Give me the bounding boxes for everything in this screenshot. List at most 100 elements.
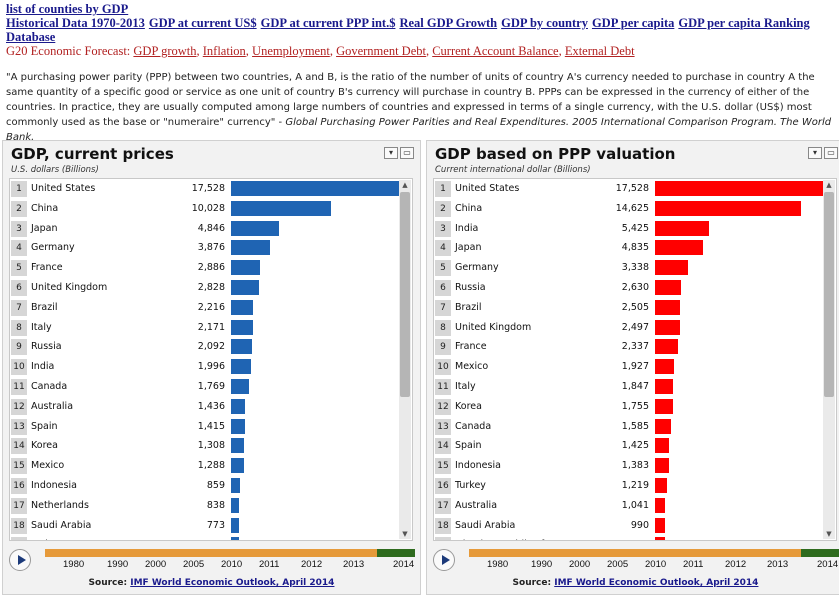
table-row[interactable]: 16 Indonesia 859 — [10, 477, 405, 495]
table-row[interactable]: 12 Korea 1,755 — [434, 398, 829, 416]
list-scrollbar[interactable]: ▲ ▼ — [823, 180, 835, 539]
table-row[interactable]: 9 France 2,337 — [434, 338, 829, 356]
table-row[interactable]: 17 Netherlands 838 — [10, 497, 405, 515]
table-row[interactable]: 17 Australia 1,041 — [434, 497, 829, 515]
forecast-link-unemployment[interactable]: Unemployment — [252, 44, 330, 58]
timeline-year-label[interactable]: 1980 — [63, 559, 85, 570]
timeline-year-label[interactable]: 2014 — [817, 559, 839, 570]
timeline-year-label[interactable]: 2014 — [393, 559, 415, 570]
timeline-year-label[interactable]: 2011 — [683, 559, 704, 570]
rank-badge: 5 — [11, 260, 27, 277]
page-title-link[interactable]: list of counties by GDP — [6, 2, 129, 16]
table-row[interactable]: 19 Turkey 767 — [10, 536, 405, 540]
source-link[interactable]: IMF World Economic Outlook, April 2014 — [554, 578, 759, 588]
table-row[interactable]: 14 Spain 1,425 — [434, 437, 829, 455]
gdp-value: 1,383 — [621, 460, 649, 472]
table-row[interactable]: 8 United Kingdom 2,497 — [434, 319, 829, 337]
gdp-ppp-panel: GDP based on PPP valuation Current inter… — [426, 140, 839, 595]
table-row[interactable]: 6 Russia 2,630 — [434, 279, 829, 297]
nav-link-gdp-per-capita-ranking[interactable]: GDP per capita Ranking — [678, 16, 810, 30]
scroll-up-icon[interactable]: ▲ — [402, 181, 408, 189]
scroll-thumb[interactable] — [824, 192, 834, 397]
table-row[interactable]: 13 Canada 1,585 — [434, 418, 829, 436]
table-row[interactable]: 7 Brazil 2,505 — [434, 299, 829, 317]
country-name: United Kingdom — [455, 321, 532, 333]
table-row[interactable]: 2 China 10,028 — [10, 200, 405, 218]
table-row[interactable]: 7 Brazil 2,216 — [10, 299, 405, 317]
table-row[interactable]: 2 China 14,625 — [434, 200, 829, 218]
table-row[interactable]: 18 Saudi Arabia 990 — [434, 517, 829, 535]
table-row[interactable]: 13 Spain 1,415 — [10, 418, 405, 436]
gdp-value: 3,338 — [621, 262, 649, 274]
gdp-value: 2,171 — [197, 321, 225, 333]
forecast-link-external-debt[interactable]: External Debt — [564, 44, 635, 58]
nav-link-real-gdp-growth[interactable]: Real GDP Growth — [399, 16, 498, 30]
country-name: China — [31, 202, 59, 214]
scroll-down-icon[interactable]: ▼ — [402, 530, 408, 538]
timeline-year-label[interactable]: 2000 — [569, 559, 591, 570]
table-row[interactable]: 9 Russia 2,092 — [10, 338, 405, 356]
scroll-down-icon[interactable]: ▼ — [826, 530, 832, 538]
scroll-thumb[interactable] — [400, 192, 410, 397]
play-button[interactable] — [9, 549, 31, 571]
timeline-year-label[interactable]: 2010 — [221, 559, 243, 570]
timeline-slider[interactable] — [45, 549, 415, 557]
timeline-year-label[interactable]: 2012 — [301, 559, 323, 570]
table-row[interactable]: 10 Mexico 1,927 — [434, 358, 829, 376]
timeline-year-label[interactable]: 2012 — [725, 559, 747, 570]
table-row[interactable]: 6 United Kingdom 2,828 — [10, 279, 405, 297]
table-row[interactable]: 5 Germany 3,338 — [434, 259, 829, 277]
timeline-year-label[interactable]: 1990 — [107, 559, 129, 570]
scroll-up-icon[interactable]: ▲ — [826, 181, 832, 189]
timeline-year-label[interactable]: 2011 — [259, 559, 280, 570]
nav-link-gdp-per-capita[interactable]: GDP per capita — [591, 16, 675, 30]
gdp-bar — [655, 220, 710, 236]
timeline-year-label[interactable]: 1990 — [531, 559, 553, 570]
timeline-year-label[interactable]: 2013 — [767, 559, 789, 570]
nav-link-gdp-by-country[interactable]: GDP by country — [501, 16, 588, 30]
table-row[interactable]: 12 Australia 1,436 — [10, 398, 405, 416]
dropdown-icon[interactable]: ▾ — [808, 147, 822, 159]
table-row[interactable]: 8 Italy 2,171 — [10, 319, 405, 337]
table-row[interactable]: 3 Japan 4,846 — [10, 220, 405, 238]
table-row[interactable]: 4 Germany 3,876 — [10, 239, 405, 257]
country-name: Turkey — [455, 480, 486, 491]
play-button[interactable] — [433, 549, 455, 571]
forecast-link-gdp-growth[interactable]: GDP growth — [133, 44, 197, 58]
table-row[interactable]: 5 France 2,886 — [10, 259, 405, 277]
table-row[interactable]: 3 India 5,425 — [434, 220, 829, 238]
country-name: Saudi Arabia — [31, 519, 92, 531]
table-row[interactable]: 10 India 1,996 — [10, 358, 405, 376]
nav-link-gdp-current-usd[interactable]: GDP at current US$ — [148, 16, 257, 30]
table-row[interactable]: 11 Canada 1,769 — [10, 378, 405, 396]
nav-link-gdp-ppp[interactable]: GDP at current PPP int.$ — [260, 16, 396, 30]
table-row[interactable]: 15 Mexico 1,288 — [10, 457, 405, 475]
table-row[interactable]: 4 Japan 4,835 — [434, 239, 829, 257]
list-scrollbar[interactable]: ▲ ▼ — [399, 180, 411, 539]
table-row[interactable]: 18 Saudi Arabia 773 — [10, 517, 405, 535]
source-link[interactable]: IMF World Economic Outlook, April 2014 — [130, 578, 335, 588]
table-row[interactable]: 11 Italy 1,847 — [434, 378, 829, 396]
nav-link-historical-data[interactable]: Historical Data 1970-2013 — [6, 16, 145, 30]
dropdown-icon[interactable]: ▾ — [384, 147, 398, 159]
timeline-year-label[interactable]: 2005 — [607, 559, 629, 570]
window-icon[interactable]: ▭ — [824, 147, 838, 159]
window-icon[interactable]: ▭ — [400, 147, 414, 159]
nav-link-database[interactable]: Database — [6, 30, 56, 44]
table-row[interactable]: 15 Indonesia 1,383 — [434, 457, 829, 475]
timeline-year-label[interactable]: 1980 — [487, 559, 509, 570]
timeline-year-label[interactable]: 2005 — [183, 559, 205, 570]
forecast-link-inflation[interactable]: Inflation — [202, 44, 246, 58]
timeline-year-label[interactable]: 2000 — [145, 559, 167, 570]
timeline-year-label[interactable]: 2013 — [343, 559, 365, 570]
timeline-slider[interactable] — [469, 549, 839, 557]
forecast-link-current-account[interactable]: Current Account Balance — [432, 44, 559, 58]
table-row[interactable]: 16 Turkey 1,219 — [434, 477, 829, 495]
forecast-link-government-debt[interactable]: Government Debt — [336, 44, 426, 58]
timeline-year-label[interactable]: 2010 — [645, 559, 667, 570]
table-row[interactable]: 1 United States 17,528 — [434, 180, 830, 198]
table-row[interactable]: 1 United States 17,528 — [10, 180, 406, 198]
table-row[interactable]: 19 Islamic Republic of Iran 974 — [434, 536, 829, 540]
table-row[interactable]: 14 Korea 1,308 — [10, 437, 405, 455]
country-name: United States — [31, 183, 96, 194]
